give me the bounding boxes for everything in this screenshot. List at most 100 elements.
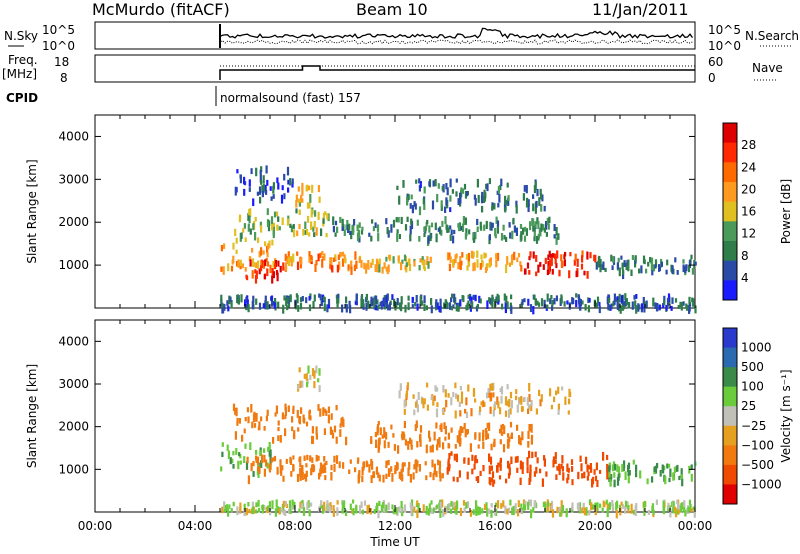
data-cell [443, 302, 446, 310]
x-tick-label: 04:00 [178, 519, 213, 533]
data-cell [476, 259, 479, 268]
data-cell [555, 227, 558, 236]
data-cell [381, 434, 384, 439]
data-cell [443, 422, 446, 430]
data-cell [460, 226, 463, 231]
data-cell [376, 299, 379, 305]
data-cell [433, 431, 436, 441]
data-cell [394, 306, 397, 311]
data-cell [416, 509, 419, 519]
data-cell [525, 185, 528, 194]
data-cell [288, 257, 291, 267]
data-cell [230, 508, 233, 513]
data-cell [625, 298, 628, 305]
data-cell [581, 473, 584, 479]
data-cell [367, 300, 370, 308]
data-cell [306, 202, 310, 209]
data-cell [622, 301, 625, 306]
data-cell [370, 262, 373, 268]
noise-right-tick-bottom: 10^0 [708, 39, 741, 53]
data-cell [624, 505, 627, 514]
data-cell [313, 370, 316, 379]
data-cell [401, 462, 404, 471]
data-cell [580, 463, 583, 472]
data-cell [353, 264, 356, 272]
data-cell [464, 191, 468, 199]
data-cell [399, 383, 402, 391]
data-cell [290, 225, 293, 233]
data-cell [517, 253, 521, 258]
data-cell [327, 406, 330, 414]
data-cell [508, 436, 511, 443]
data-cell [591, 504, 595, 510]
data-cell [257, 465, 260, 472]
data-cell [507, 433, 510, 438]
data-cell [362, 462, 365, 471]
data-cell [253, 411, 256, 420]
data-cell [262, 303, 265, 309]
data-cell [493, 441, 496, 448]
data-cell [330, 472, 333, 481]
data-cell [580, 263, 584, 270]
colorbar-cell [723, 201, 737, 222]
data-cell [466, 265, 469, 271]
data-cell [397, 217, 400, 223]
data-cell [245, 303, 248, 311]
data-cell [594, 506, 597, 516]
data-cell [638, 268, 641, 274]
data-cell [514, 507, 517, 514]
data-cell [385, 300, 388, 308]
data-cell [543, 458, 546, 467]
colorbar-tick-label: 100 [741, 380, 764, 394]
data-cell [356, 459, 360, 464]
data-cell [243, 223, 246, 229]
data-cell [499, 407, 502, 415]
data-cell [385, 432, 388, 440]
data-cell [532, 306, 535, 315]
data-cell [252, 471, 255, 477]
data-cell [459, 386, 462, 391]
data-cell [496, 293, 499, 302]
freq-left-tick-top: 18 [54, 55, 69, 69]
data-cell [403, 254, 407, 261]
data-cell [271, 239, 274, 246]
colorbar-frame [722, 122, 738, 301]
data-cell [341, 218, 344, 227]
data-cell [308, 251, 311, 260]
data-cell [268, 501, 271, 510]
data-cell [630, 269, 633, 277]
data-cell [469, 305, 472, 310]
data-cell [476, 250, 479, 258]
data-cell [348, 469, 351, 474]
data-cell [560, 254, 563, 262]
data-cell [616, 500, 619, 509]
data-cell [235, 249, 238, 255]
data-cell [588, 499, 592, 506]
data-cell [411, 296, 414, 304]
data-cell [244, 237, 247, 243]
data-cell [499, 457, 502, 463]
data-cell [499, 460, 502, 468]
data-cell [276, 211, 279, 217]
data-cell [417, 503, 420, 512]
data-cell [611, 500, 614, 507]
data-cell [477, 194, 480, 204]
data-cell [380, 504, 383, 513]
data-cell [338, 461, 341, 469]
panel-frame [94, 114, 696, 309]
data-cell [577, 502, 580, 512]
data-cell [302, 228, 305, 236]
data-cell [270, 196, 273, 201]
data-cell [423, 295, 426, 304]
data-cell [405, 262, 408, 268]
data-cell [258, 268, 261, 275]
data-cell [587, 297, 590, 304]
data-cell [606, 454, 609, 460]
data-cell [436, 444, 439, 451]
data-cell [248, 209, 251, 216]
data-cell [494, 502, 498, 507]
data-cell [540, 394, 543, 402]
data-cell [453, 293, 456, 303]
data-cell [549, 259, 552, 267]
data-cell [593, 255, 596, 262]
